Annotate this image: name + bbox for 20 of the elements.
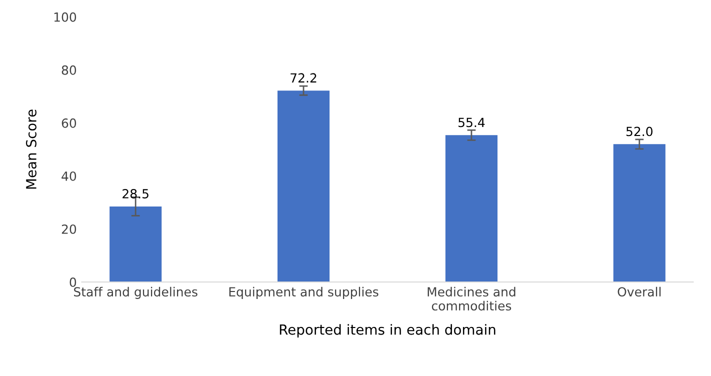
y-tick-label: 80 bbox=[62, 65, 76, 75]
bar bbox=[277, 90, 330, 282]
bar bbox=[613, 144, 666, 282]
x-tick-label: Equipment and supplies bbox=[229, 286, 378, 299]
y-tick-label: 60 bbox=[62, 118, 76, 128]
bar bbox=[445, 135, 498, 282]
y-tick-label: 20 bbox=[62, 224, 76, 234]
y-tick-label: 0 bbox=[70, 277, 76, 287]
y-tick-label: 100 bbox=[54, 12, 76, 22]
data-label: 28.5 bbox=[122, 189, 148, 198]
x-tick-label: Staff and guidelines bbox=[74, 286, 198, 299]
x-tick-label: Medicines and commodities bbox=[428, 286, 516, 311]
x-axis-title: Reported items in each domain bbox=[280, 324, 496, 338]
x-tick-label: Overall bbox=[618, 286, 661, 297]
data-label: 72.2 bbox=[290, 73, 316, 82]
y-tick-label: 40 bbox=[62, 171, 76, 181]
data-label: 52.0 bbox=[626, 126, 652, 136]
y-axis-title: Mean Score bbox=[26, 110, 36, 189]
bar bbox=[110, 206, 162, 282]
data-label: 55.4 bbox=[458, 118, 485, 128]
